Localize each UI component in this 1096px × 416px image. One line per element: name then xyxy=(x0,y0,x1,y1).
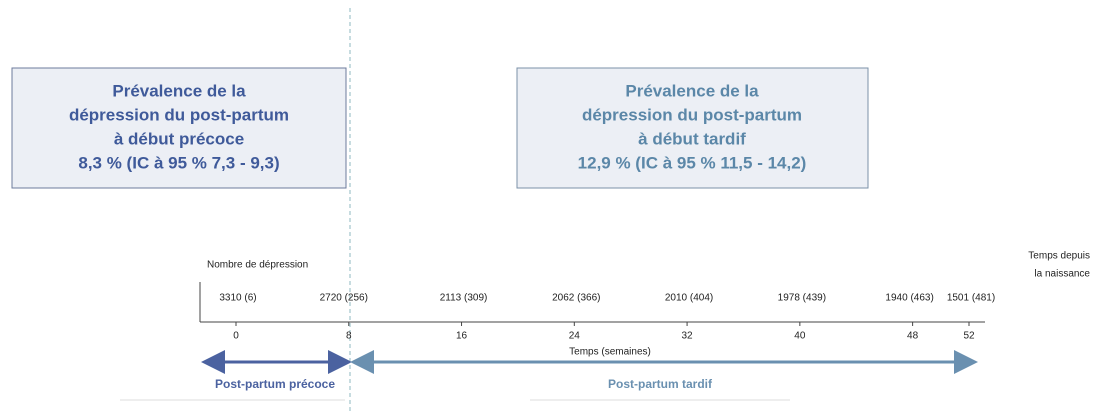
x-tick-label: 48 xyxy=(907,331,919,342)
right-title: la naissance xyxy=(1034,269,1090,280)
count: 1940 (463) xyxy=(885,293,933,304)
box-text: 8,3 % (IC à 95 % 7,3 - 9,3) xyxy=(78,153,279,172)
box-text: Prévalence de la xyxy=(625,81,759,100)
box-early xyxy=(11,67,347,189)
box-text: dépression du post-partum xyxy=(69,105,289,124)
x-tick-label: 0 xyxy=(233,331,239,342)
count: 2010 (404) xyxy=(665,293,713,304)
box-text: 12,9 % (IC à 95 % 11,5 - 14,2) xyxy=(578,153,807,172)
box-text: à début précoce xyxy=(114,129,244,148)
x-tick-label: 32 xyxy=(682,331,694,342)
period-label: Post-partum tardif xyxy=(608,377,713,391)
count: 2113 (309) xyxy=(440,293,488,304)
x-tick-label: 40 xyxy=(794,331,806,342)
count: 2720 (256) xyxy=(320,293,368,304)
box-text: Prévalence de la xyxy=(112,81,246,100)
right-title: Temps depuis xyxy=(1028,251,1090,262)
box-text: à début tardif xyxy=(638,129,746,148)
period-label: Post-partum précoce xyxy=(215,377,335,391)
count: 3310 (6) xyxy=(219,293,256,304)
x-tick-label: 8 xyxy=(346,331,352,342)
x-tick-label: 52 xyxy=(963,331,975,342)
x-tick-label: 16 xyxy=(456,331,468,342)
axis-title: Temps (semaines) xyxy=(569,347,651,358)
count-label: Nombre de dépression xyxy=(207,260,308,271)
count: 1501 (481) xyxy=(947,293,995,304)
box-text: dépression du post-partum xyxy=(582,105,802,124)
count: 2062 (366) xyxy=(552,293,600,304)
x-tick-label: 24 xyxy=(569,331,581,342)
box-late xyxy=(516,67,869,189)
count: 1978 (439) xyxy=(778,293,826,304)
